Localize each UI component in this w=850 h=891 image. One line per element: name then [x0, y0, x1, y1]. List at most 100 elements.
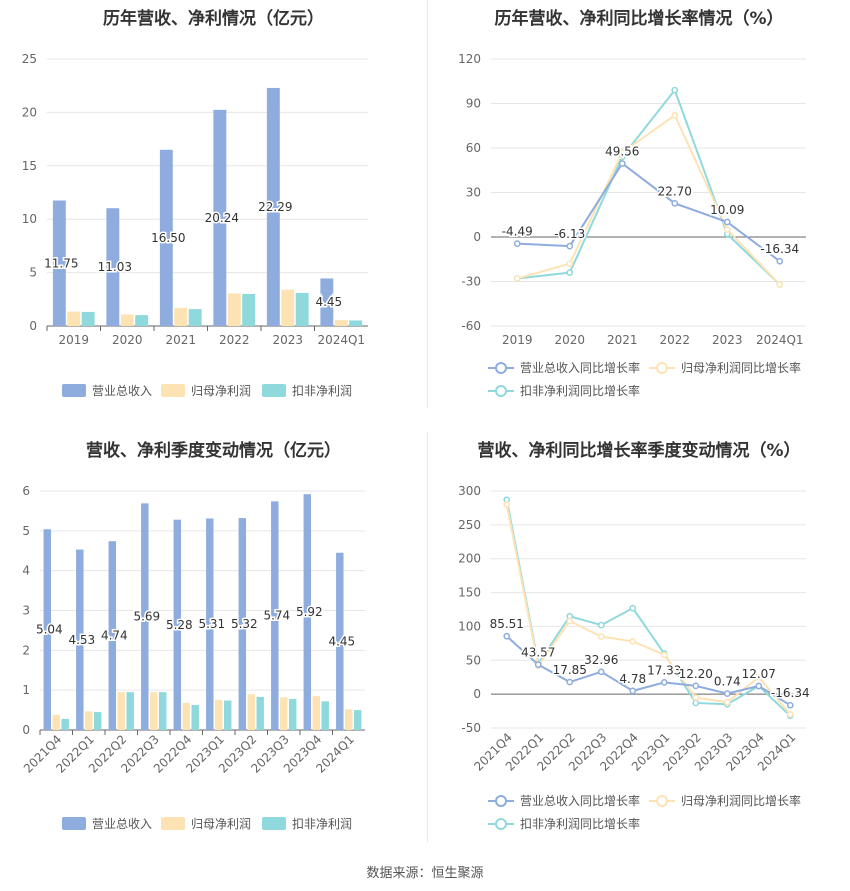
data-label: 11.03 [98, 260, 132, 274]
x-tick-label: 2020 [112, 333, 143, 347]
legend-swatch-q-nonrecurring-growth [488, 817, 514, 831]
legend-item-q-parent-growth[interactable]: 归母净利润同比增长率 [649, 792, 801, 809]
legend-swatch-parent-growth [649, 361, 675, 375]
bar [345, 709, 353, 730]
annual-amount-panel: 历年营收、净利情况（亿元） 0 5 10 15 20 25 2019 2020 2021 2022… [0, 0, 427, 420]
data-point [786, 711, 794, 718]
bar [321, 701, 329, 730]
bar [303, 494, 312, 730]
data-point [692, 682, 700, 690]
data-label: 0.74 [714, 675, 741, 689]
y-tick-label: 25 [22, 52, 37, 66]
legend-item-q-parent-profit[interactable]: 归母净利润 [161, 815, 251, 832]
data-point [776, 281, 784, 288]
data-label: 12.07 [742, 667, 776, 681]
legend-swatch-parent-profit [161, 384, 185, 397]
legend-item-q-revenue-growth[interactable]: 营业总收入同比增长率 [488, 792, 640, 809]
quarterly-growth-title: 营收、净利同比增长率季度变动情况（%） [477, 441, 801, 461]
legend-swatch-q-nonrecurring-profit [262, 817, 286, 830]
legend-item-q-nonrecurring-profit[interactable]: 扣非净利润 [262, 815, 352, 832]
y-tick-label: 1 [22, 683, 30, 697]
bar [247, 694, 255, 730]
data-point [597, 668, 605, 676]
data-point [755, 673, 763, 681]
y-tick-label: 2 [22, 643, 30, 657]
data-point [692, 699, 700, 707]
x-tick-label: 2023 [712, 333, 743, 347]
y-tick-label: 30 [466, 186, 481, 200]
data-label: 20.24 [205, 211, 239, 225]
legend-swatch-revenue [62, 384, 86, 397]
quarterly-growth-panel: 营收、净利同比增长率季度变动情况（%） -50 0 50 100 150 200 250 30… [428, 430, 850, 850]
data-label: 5.92 [296, 605, 323, 619]
legend-item-nonrecurring-profit[interactable]: 扣非净利润 [262, 382, 352, 399]
data-label: 85.51 [490, 617, 524, 631]
data-point [503, 632, 511, 640]
bar [158, 692, 167, 730]
legend-label-nonrecurring-profit: 扣非净利润 [292, 384, 353, 398]
bar [76, 549, 84, 730]
legend-label-q-revenue: 营业总收入 [92, 817, 153, 831]
data-source-note: 数据来源：恒生聚源 [366, 866, 484, 881]
x-tick-label: 2021 [165, 333, 196, 347]
legend-item-parent-profit[interactable]: 归母净利润 [161, 382, 251, 399]
data-label: 5.32 [231, 617, 258, 631]
data-point [755, 682, 763, 690]
y-tick-label: 0 [473, 230, 481, 244]
data-label: 5.74 [263, 609, 290, 623]
bar [295, 292, 309, 326]
y-tick-label: 6 [22, 484, 30, 498]
annual-amount-legend: 营业总收入 归母净利润 扣非净利润 [0, 382, 427, 402]
bar [288, 698, 297, 730]
y-tick-label: 250 [458, 518, 481, 532]
data-label: -6.13 [554, 227, 585, 241]
bar [353, 710, 362, 730]
data-label: 32.96 [584, 653, 618, 667]
annual-growth-chart: -60 -30 0 30 60 90 120 2019 2020 2021 2022 2023 2024… [458, 52, 806, 347]
data-label: 4.53 [68, 633, 95, 647]
data-point [618, 149, 626, 156]
data-point [503, 501, 511, 508]
legend-swatch-nonrecurring-growth [488, 384, 514, 398]
legend-label-parent-profit: 归母净利润 [191, 384, 252, 398]
data-point [513, 240, 521, 248]
data-label: 10.09 [710, 203, 744, 217]
y-tick-label: -30 [461, 275, 481, 289]
bar [213, 109, 227, 327]
bar [150, 692, 158, 730]
bar [349, 320, 363, 326]
legend-swatch-q-parent-profit [161, 817, 185, 830]
bar [93, 712, 102, 730]
data-label: -4.49 [502, 225, 533, 239]
bar [336, 552, 344, 730]
legend-item-nonrecurring-growth[interactable]: 扣非净利润同比增长率 [488, 382, 640, 399]
y-tick-label: 0 [473, 687, 481, 701]
data-point [513, 275, 521, 282]
data-point [660, 679, 668, 686]
x-tick-label: 2024Q1 [317, 333, 365, 347]
data-point [566, 260, 574, 268]
data-label: 4.45 [328, 634, 355, 648]
data-label: 22.29 [258, 200, 292, 214]
x-tick-label: 2019 [502, 333, 533, 347]
bar [52, 200, 66, 326]
y-tick-label: -60 [461, 319, 481, 333]
series-line [506, 635, 791, 707]
legend-item-q-revenue[interactable]: 营业总收入 [62, 815, 152, 832]
legend-item-revenue[interactable]: 营业总收入 [62, 382, 152, 399]
bar [67, 311, 81, 326]
legend-label-q-parent-profit: 归母净利润 [191, 817, 252, 831]
annual-amount-title: 历年营收、净利情况（亿元） [103, 9, 324, 29]
y-tick-label: 4 [22, 564, 30, 578]
legend-item-parent-growth[interactable]: 归母净利润同比增长率 [649, 359, 801, 376]
panel-divider-vertical [427, 0, 428, 408]
data-point [723, 698, 731, 706]
data-point [692, 694, 700, 701]
legend-item-revenue-growth[interactable]: 营业总收入同比增长率 [488, 359, 640, 376]
data-point [786, 701, 794, 709]
data-point [566, 617, 574, 625]
bar [61, 718, 69, 730]
legend-item-q-nonrecurring-growth[interactable]: 扣非净利润同比增长率 [488, 815, 640, 832]
series-line [516, 113, 781, 286]
bar [52, 714, 60, 730]
